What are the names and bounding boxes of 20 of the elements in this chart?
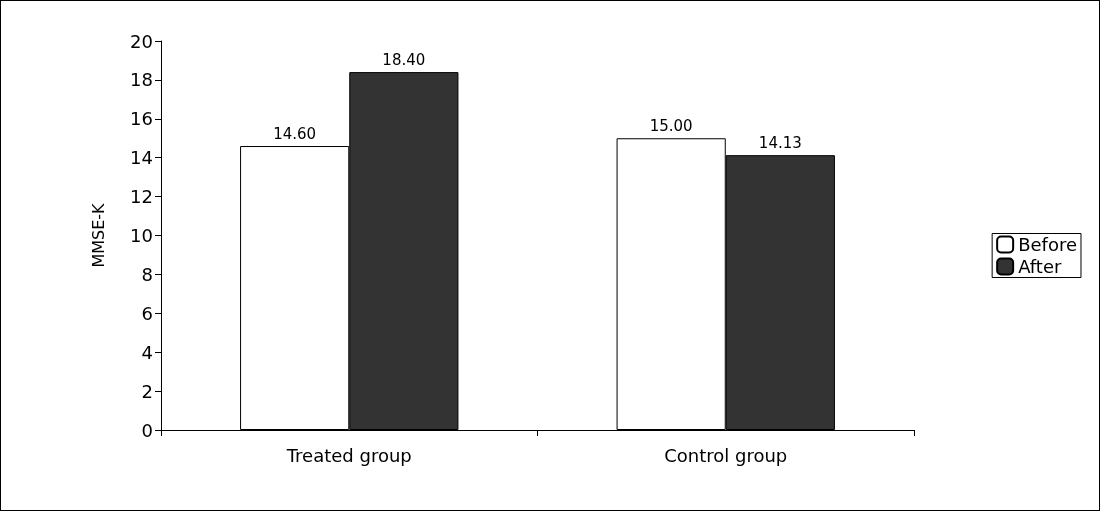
legend-label: After bbox=[1018, 256, 1062, 277]
y-tick-label: 6 bbox=[141, 302, 153, 324]
y-tick-label: 14 bbox=[130, 147, 153, 169]
y-tick-label: 0 bbox=[141, 419, 153, 441]
legend-label: Before bbox=[1018, 234, 1078, 255]
x-tick-label: Control group bbox=[664, 444, 788, 466]
y-axis-title: MMSE-K bbox=[88, 202, 108, 268]
y-tick-label: 10 bbox=[130, 225, 153, 246]
data-label: 14.13 bbox=[758, 133, 802, 152]
y-tick-label: 4 bbox=[141, 341, 153, 363]
y-tick-label: 16 bbox=[130, 108, 153, 130]
data-label: 14.60 bbox=[273, 124, 317, 143]
y-tick-label: 18 bbox=[130, 69, 153, 91]
y-tick-label: 2 bbox=[141, 380, 153, 402]
data-label: 18.40 bbox=[382, 50, 426, 69]
data-label: 15.00 bbox=[649, 116, 693, 135]
y-tick-label: 8 bbox=[141, 263, 153, 285]
x-tick-label: Treated group bbox=[285, 444, 412, 466]
y-tick-label: 20 bbox=[130, 30, 153, 52]
y-tick-label: 12 bbox=[130, 186, 153, 208]
